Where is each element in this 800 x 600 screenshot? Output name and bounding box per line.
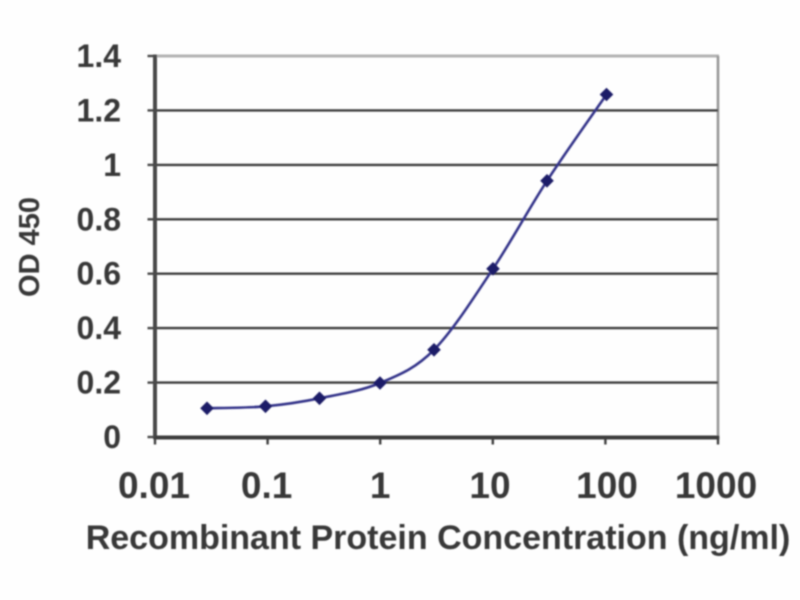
svg-text:OD 450: OD 450: [14, 197, 46, 297]
svg-text:0.01: 0.01: [118, 465, 190, 506]
svg-text:100: 100: [576, 465, 638, 506]
svg-text:1000: 1000: [675, 465, 757, 506]
svg-text:1.2: 1.2: [77, 92, 121, 128]
svg-text:Recombinant Protein Concentrat: Recombinant Protein Concentration (ng/ml…: [86, 519, 791, 557]
svg-text:0.2: 0.2: [77, 365, 121, 401]
svg-text:10: 10: [469, 465, 510, 506]
svg-text:0.8: 0.8: [77, 201, 121, 237]
svg-text:0.6: 0.6: [77, 256, 121, 292]
svg-text:1.4: 1.4: [77, 38, 122, 74]
svg-text:0.4: 0.4: [77, 310, 122, 346]
svg-text:1: 1: [103, 147, 121, 183]
svg-text:0.1: 0.1: [241, 465, 292, 506]
svg-text:0: 0: [103, 419, 121, 455]
svg-text:1: 1: [370, 465, 391, 506]
